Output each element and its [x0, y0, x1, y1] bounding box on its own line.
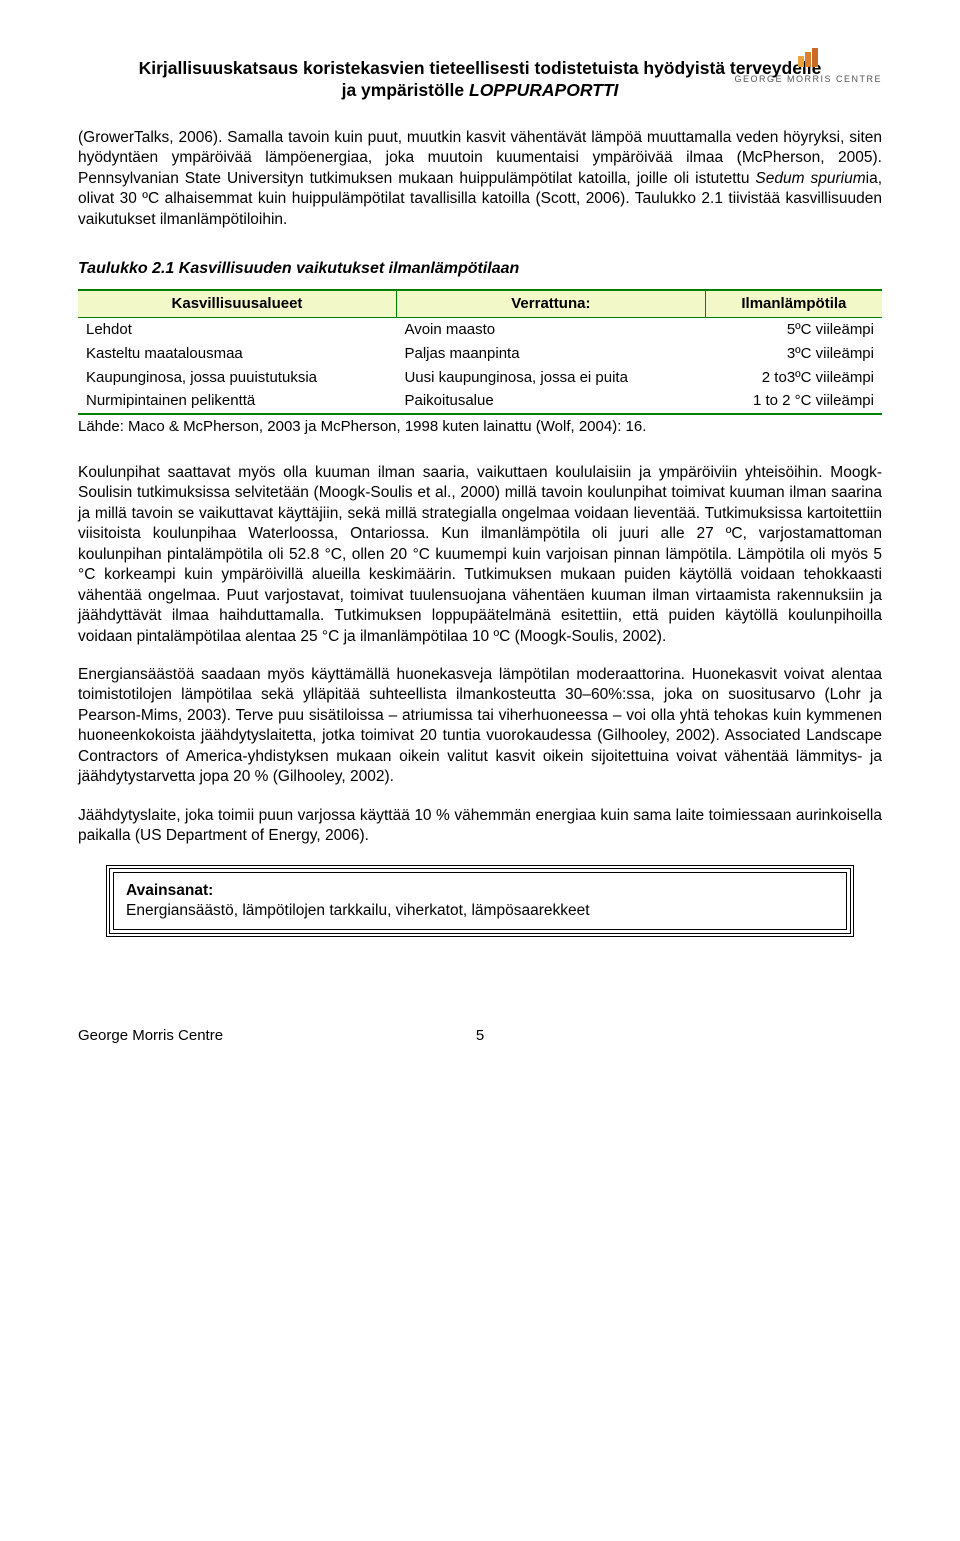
paragraph-3: Energiansäästöä saadaan myös käyttämällä…	[78, 665, 882, 788]
table-cell: 2 to3ºC viileämpi	[705, 366, 882, 390]
footer-left: George Morris Centre	[78, 1027, 223, 1044]
table-row: LehdotAvoin maasto5ºC viileämpi	[78, 317, 882, 341]
p1-part-b-italic: Sedum spurium	[755, 170, 865, 187]
table-cell: Nurmipintainen pelikenttä	[78, 389, 396, 414]
table-cell: Uusi kaupunginosa, jossa ei puita	[396, 366, 705, 390]
logo-text: GEORGE MORRIS CENTRE	[734, 74, 882, 84]
table-source: Lähde: Maco & McPherson, 2003 ja McPhers…	[78, 417, 882, 437]
table-header-cell: Verrattuna:	[396, 290, 705, 317]
paragraph-4: Jäähdytyslaite, joka toimii puun varjoss…	[78, 806, 882, 847]
header-line2b: LOPPURAPORTTI	[469, 80, 618, 100]
header-line1: Kirjallisuuskatsaus koristekasvien tiete…	[139, 58, 822, 78]
keywords-box: Avainsanat: Energiansäästö, lämpötilojen…	[106, 865, 854, 937]
table-header-cell: Kasvillisuusalueet	[78, 290, 396, 317]
keywords-title: Avainsanat:	[126, 882, 213, 899]
table-cell: Paljas maanpinta	[396, 342, 705, 366]
table-header-cell: Ilmanlämpötila	[705, 290, 882, 317]
table-cell: 5ºC viileämpi	[705, 317, 882, 341]
table-row: Kasteltu maatalousmaaPaljas maanpinta3ºC…	[78, 342, 882, 366]
table-cell: 3ºC viileämpi	[705, 342, 882, 366]
paragraph-2: Koulunpihat saattavat myös olla kuuman i…	[78, 463, 882, 647]
effects-table: KasvillisuusalueetVerrattuna:Ilmanlämpöt…	[78, 289, 882, 415]
table-cell: 1 to 2 °C viileämpi	[705, 389, 882, 414]
table-title: Taulukko 2.1 Kasvillisuuden vaikutukset …	[78, 258, 882, 279]
table-cell: Avoin maasto	[396, 317, 705, 341]
header-line2a: ja ympäristölle	[342, 80, 469, 100]
table-row: Kaupunginosa, jossa puuistutuksiaUusi ka…	[78, 366, 882, 390]
logo: GEORGE MORRIS CENTRE	[734, 48, 882, 84]
logo-icon	[795, 48, 821, 70]
page-footer: George Morris Centre 5	[78, 1027, 882, 1044]
footer-page-number: 5	[476, 1027, 484, 1044]
keywords-body: Energiansäästö, lämpötilojen tarkkailu, …	[126, 902, 590, 919]
table-row: Nurmipintainen pelikenttäPaikoitusalue1 …	[78, 389, 882, 414]
table-cell: Paikoitusalue	[396, 389, 705, 414]
paragraph-1: (GrowerTalks, 2006). Samalla tavoin kuin…	[78, 128, 882, 230]
table-cell: Kasteltu maatalousmaa	[78, 342, 396, 366]
table-cell: Kaupunginosa, jossa puuistutuksia	[78, 366, 396, 390]
table-cell: Lehdot	[78, 317, 396, 341]
